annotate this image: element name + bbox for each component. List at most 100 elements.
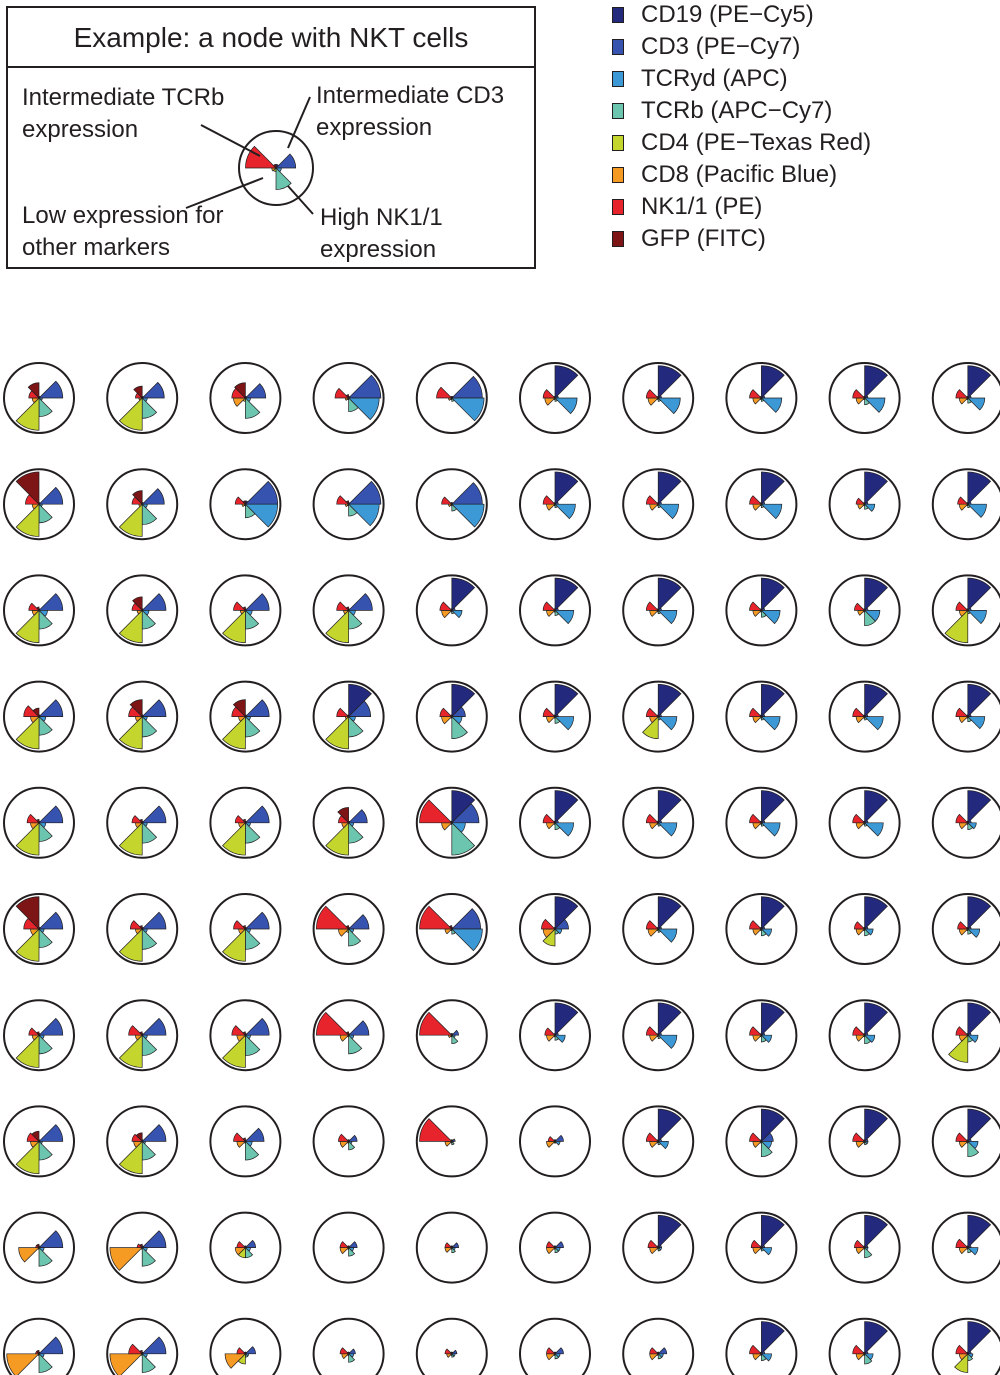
node-r10-c7 — [622, 1317, 695, 1375]
node-r3-c4-cd3-wedge — [347, 593, 373, 611]
node-r5-c8-tcryd-wedge — [760, 822, 781, 837]
node-r4-c6 — [519, 680, 591, 753]
node-r9-c5-gfp-wedge — [450, 1245, 453, 1249]
node-r3-c7-gfp-wedge — [656, 608, 659, 612]
node-r10-c7-nk-wedge — [649, 1347, 660, 1355]
legend-swatch-cd4 — [612, 135, 624, 151]
node-r8-c5-cd3-wedge — [450, 1138, 456, 1142]
node-r6-c3 — [209, 893, 282, 965]
node-r9-c4-gfp-wedge — [346, 1245, 349, 1249]
node-r6-c3-nk-wedge — [233, 920, 247, 930]
node-r6-c3-cd3-wedge — [244, 911, 270, 930]
node-r1-c4-cd3-wedge — [347, 374, 382, 399]
node-r7-c1 — [3, 999, 75, 1072]
node-r9-c10-tcrb-wedge — [967, 1246, 972, 1254]
node-r5-c1-gfp-wedge — [36, 819, 40, 824]
example-node — [238, 130, 314, 206]
node-r1-c1-cd4-wedge — [15, 397, 40, 431]
node-r1-c7-tcrb-wedge — [657, 397, 662, 402]
node-r3-c2 — [106, 574, 179, 647]
node-r3-c8-cd19-wedge — [761, 577, 785, 612]
node-r6-c4 — [312, 893, 385, 965]
node-r7-c10 — [931, 999, 1000, 1072]
node-r8-c3-cd3-wedge — [244, 1127, 265, 1142]
node-r8-c3-tcrb-wedge — [245, 1140, 260, 1161]
node-r3-c5-tcryd-wedge — [450, 610, 463, 619]
node-r2-c9 — [828, 468, 901, 541]
node-r1-c9-tcrb-wedge — [864, 397, 870, 406]
node-r9-c6-tcrb-wedge — [554, 1246, 560, 1254]
node-r1-c2-gfp-wedge — [133, 385, 143, 399]
node-r5-c8-nk-wedge — [749, 813, 763, 824]
node-r10-c7-gfp-wedge — [656, 1351, 659, 1355]
node-r6-c9 — [828, 893, 901, 965]
node-r5-c7-cd19-wedge — [657, 790, 682, 824]
node-r6-c10-cd19-wedge — [967, 896, 992, 930]
node-r1-c6 — [519, 362, 591, 434]
node-r2-c8-tcrb-wedge — [761, 503, 765, 508]
node-r4-c8-gfp-wedge — [759, 714, 762, 718]
node-r5-c8-tcrb-wedge — [761, 821, 765, 827]
annotation-tcrb-line2: expression — [22, 116, 139, 143]
node-r4-c9-nk-wedge — [852, 707, 866, 717]
node-r2-c1 — [3, 468, 75, 541]
node-r1-c2-cd4-wedge — [118, 397, 143, 431]
legend-label-tcrb: TCRb (APC−Cy7) — [641, 97, 833, 124]
annotation-nk: High NK1/1 expression — [320, 202, 443, 266]
node-r3-c5 — [415, 574, 488, 647]
node-r7-c9-tcryd-wedge — [863, 1034, 876, 1043]
node-r3-c8-tcrb-wedge — [761, 609, 767, 618]
node-r8-c1-nk-wedge — [26, 1132, 40, 1142]
node-r6-c7-tcrb-wedge — [657, 928, 662, 933]
node-r8-c1-gfp-wedge — [31, 1130, 40, 1143]
example-node-tcrb-wedge — [275, 167, 292, 190]
node-r8-c8-gfp-wedge — [759, 1139, 762, 1143]
node-r5-c3-cd3-wedge — [244, 805, 270, 824]
node-r10-c3-cd3-wedge — [244, 1346, 256, 1355]
node-r3-c7 — [622, 574, 695, 647]
node-r9-c10-cd19-wedge — [967, 1214, 992, 1249]
node-r3-c10 — [931, 574, 1000, 647]
node-r8-c3-gfp-wedge — [242, 1137, 246, 1143]
node-r8-c9-tcrb-wedge — [864, 1140, 868, 1146]
node-r1-c4-tcrb-wedge — [348, 397, 359, 412]
node-r2-c10-nk-wedge — [957, 496, 969, 505]
node-r2-c1-cd4-wedge — [15, 503, 40, 537]
node-r1-c8-gfp-wedge — [759, 395, 762, 399]
node-r10-c7-outline — [622, 1317, 695, 1375]
node-r4-c5-cd3-wedge — [450, 706, 466, 717]
node-r2-c5-nk-wedge — [441, 496, 453, 505]
node-r3-c1-cd3-wedge — [38, 593, 64, 611]
node-r9-c1-cd8-wedge — [18, 1247, 40, 1263]
node-r2-c2-cd4-wedge — [118, 503, 143, 537]
node-r3-c6-gfp-wedge — [553, 608, 556, 612]
node-r1-c7 — [622, 362, 695, 434]
legend-label-cd3: CD3 (PE−Cy7) — [641, 33, 801, 60]
node-r7-c7-cd19-wedge — [657, 1002, 682, 1037]
node-r6-c2-nk-wedge — [129, 920, 144, 930]
node-r6-c9-tcryd-wedge — [863, 928, 874, 936]
node-r3-c3-nk-wedge — [233, 601, 247, 611]
node-r8-c8 — [725, 1105, 798, 1178]
node-r2-c4-gfp-wedge — [345, 500, 349, 506]
node-r2-c5-tcryd-wedge — [450, 503, 485, 528]
node-r9-c1-tcrb-wedge — [38, 1246, 53, 1267]
node-r10-c8-nk-wedge — [749, 1344, 763, 1355]
node-r6-c9-tcrb-wedge — [864, 928, 870, 937]
node-r4-c6-nk-wedge — [542, 707, 556, 717]
callout-tcrb-line — [200, 124, 261, 157]
node-r9-c8 — [725, 1211, 798, 1284]
node-r9-c9-gfp-wedge — [862, 1245, 865, 1249]
node-r2-c8-nk-wedge — [749, 495, 763, 505]
node-r6-c6-tcryd-wedge — [554, 928, 563, 935]
node-r10-c2-nk-wedge — [128, 1343, 144, 1355]
node-r2-c10-tcrb-wedge — [967, 503, 971, 508]
node-r5-c7-tcryd-wedge — [657, 822, 678, 837]
node-r4-c1-gfp-wedge — [32, 707, 40, 718]
node-r6-c5-tcryd-wedge — [450, 928, 483, 952]
node-r1-c5-gfp-wedge — [450, 395, 453, 399]
node-r7-c1-gfp-wedge — [36, 1031, 40, 1037]
node-r3-c8-nk-wedge — [749, 601, 763, 611]
node-r10-c8-cd19-wedge — [761, 1321, 785, 1355]
node-r7-c1-cd4-wedge — [15, 1034, 40, 1068]
